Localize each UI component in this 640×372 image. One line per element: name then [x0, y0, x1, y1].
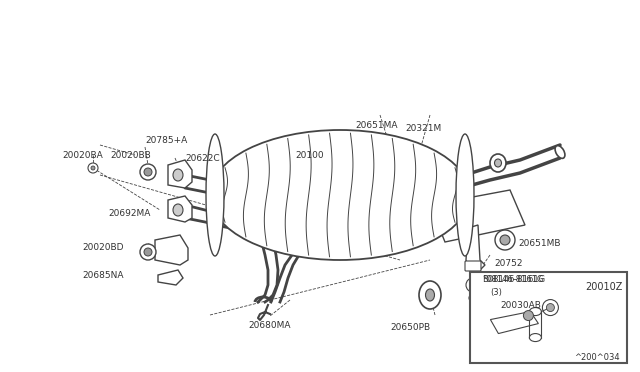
Text: 20785+A: 20785+A: [145, 135, 188, 144]
Ellipse shape: [173, 169, 183, 181]
Ellipse shape: [490, 154, 506, 172]
Text: 20685NA: 20685NA: [82, 270, 124, 279]
Ellipse shape: [426, 289, 435, 301]
Polygon shape: [466, 225, 485, 270]
Text: 20030AB: 20030AB: [500, 301, 541, 310]
Bar: [470, 272, 627, 363]
Text: 20020BB: 20020BB: [110, 151, 151, 160]
Ellipse shape: [419, 281, 441, 309]
Text: B: B: [470, 280, 476, 289]
Text: 20651MA: 20651MA: [355, 121, 397, 129]
Polygon shape: [168, 196, 192, 222]
Circle shape: [88, 163, 98, 173]
Polygon shape: [155, 235, 188, 265]
Polygon shape: [158, 270, 183, 285]
Text: °08146-8161G: °08146-8161G: [482, 276, 543, 285]
Text: 20622C: 20622C: [185, 154, 220, 163]
Text: 20692MA: 20692MA: [108, 208, 150, 218]
Circle shape: [483, 295, 497, 309]
Ellipse shape: [206, 134, 224, 256]
Text: 20100: 20100: [296, 151, 324, 160]
Circle shape: [466, 278, 480, 292]
Text: (3): (3): [490, 288, 502, 296]
Circle shape: [144, 248, 152, 256]
Text: 20020BA: 20020BA: [62, 151, 103, 160]
Circle shape: [543, 299, 559, 315]
Ellipse shape: [529, 334, 541, 341]
Circle shape: [495, 230, 515, 250]
Text: 20650PB: 20650PB: [390, 324, 430, 333]
Text: 20680MA: 20680MA: [248, 321, 291, 330]
Circle shape: [547, 304, 554, 312]
Circle shape: [487, 299, 493, 305]
Ellipse shape: [529, 308, 541, 315]
Text: 20651MB: 20651MB: [518, 238, 561, 247]
Text: B08146-8161G: B08146-8161G: [482, 276, 545, 285]
Polygon shape: [490, 312, 538, 334]
Circle shape: [469, 294, 477, 302]
Ellipse shape: [210, 130, 470, 260]
Circle shape: [91, 166, 95, 170]
Text: 20010Z: 20010Z: [585, 282, 622, 292]
Ellipse shape: [555, 145, 565, 158]
Ellipse shape: [456, 134, 474, 256]
Circle shape: [144, 168, 152, 176]
Ellipse shape: [495, 159, 502, 167]
FancyBboxPatch shape: [465, 261, 481, 271]
Ellipse shape: [173, 204, 183, 216]
Polygon shape: [168, 160, 192, 188]
Circle shape: [140, 164, 156, 180]
Text: 20321M: 20321M: [405, 124, 441, 132]
Circle shape: [140, 244, 156, 260]
Text: 20020BD: 20020BD: [82, 243, 124, 251]
Circle shape: [500, 235, 510, 245]
Polygon shape: [430, 190, 525, 242]
Text: 20752: 20752: [494, 259, 522, 267]
Circle shape: [524, 311, 533, 321]
Text: ^200^034: ^200^034: [574, 353, 620, 362]
